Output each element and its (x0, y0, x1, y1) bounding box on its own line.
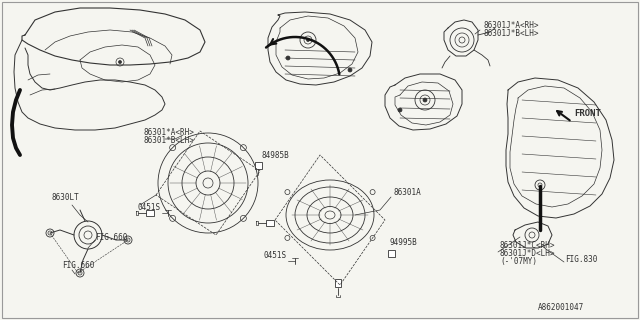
Circle shape (398, 108, 402, 112)
Text: 86301J*D<LH>: 86301J*D<LH> (500, 249, 556, 258)
Text: (-'07MY): (-'07MY) (500, 257, 537, 266)
Circle shape (286, 56, 290, 60)
Circle shape (423, 98, 427, 102)
Circle shape (348, 68, 352, 72)
Text: FIG.660: FIG.660 (62, 261, 94, 270)
Text: 86301*A<RH>: 86301*A<RH> (143, 128, 194, 137)
Text: 94995B: 94995B (390, 238, 418, 247)
Text: 86301J*C<RH>: 86301J*C<RH> (500, 241, 556, 250)
Text: 0451S: 0451S (264, 251, 287, 260)
Text: 86301J*A<RH>: 86301J*A<RH> (484, 21, 540, 30)
Text: 86301A: 86301A (393, 188, 420, 197)
Text: FRONT: FRONT (574, 109, 601, 118)
Bar (266, 220, 274, 226)
Text: 86301J*B<LH>: 86301J*B<LH> (484, 29, 540, 38)
Circle shape (307, 38, 310, 42)
Text: 8630LT: 8630LT (52, 193, 80, 202)
Circle shape (118, 60, 122, 63)
Text: FIG.830: FIG.830 (565, 255, 597, 264)
Text: FIG.660: FIG.660 (95, 233, 127, 242)
Text: A862001047: A862001047 (538, 303, 584, 312)
Text: 0451S: 0451S (138, 203, 161, 212)
Bar (146, 210, 154, 216)
Bar (255, 162, 262, 169)
Text: 84985B: 84985B (262, 151, 290, 160)
Bar (335, 279, 341, 287)
Bar (388, 250, 395, 257)
Text: 86301*B<LH>: 86301*B<LH> (143, 136, 194, 145)
